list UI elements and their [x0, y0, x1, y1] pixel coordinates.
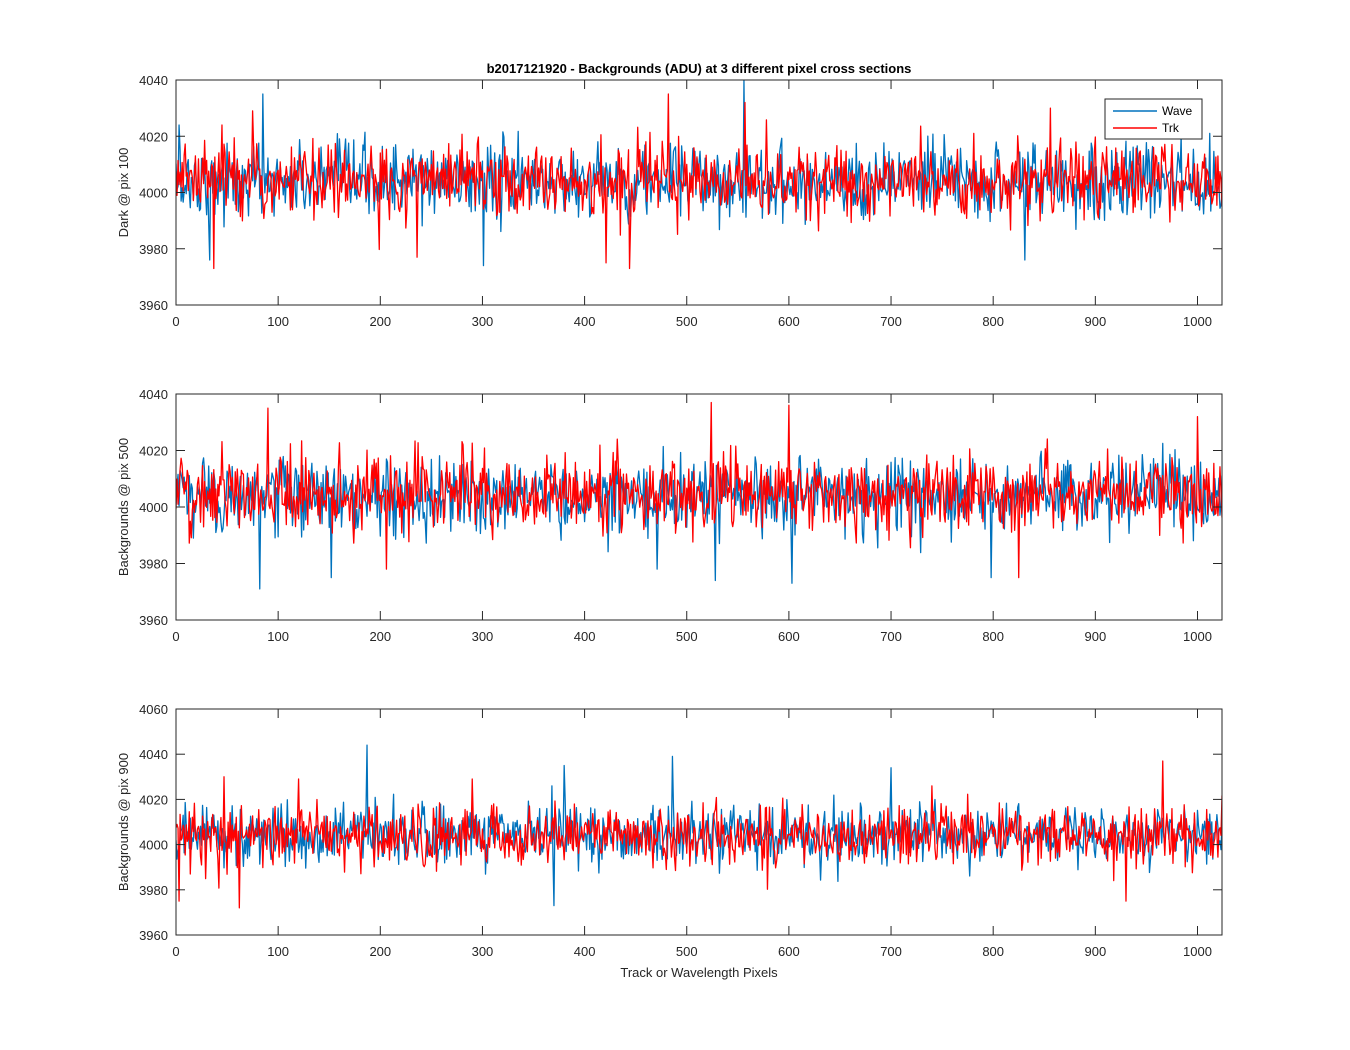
legend-box [1104, 98, 1203, 140]
x-tick-label: 1000 [1183, 944, 1212, 959]
x-tick-label: 200 [369, 314, 391, 329]
y-tick-label: 4000 [139, 186, 168, 201]
axes-box [175, 708, 1223, 936]
x-tick-label: 1000 [1183, 314, 1212, 329]
y-tick-label: 4040 [139, 387, 168, 402]
legend-label-trk: Trk [1162, 121, 1180, 135]
y-axis-label: Backgrounds @ pix 500 [116, 438, 131, 576]
x-tick-label: 400 [574, 944, 596, 959]
series-line-wave [176, 442, 1222, 590]
y-tick-label: 3980 [139, 242, 168, 257]
x-tick-label: 700 [880, 944, 902, 959]
y-axis-label: Dark @ pix 100 [116, 148, 131, 238]
y-tick-label: 4060 [139, 702, 168, 717]
x-tick-label: 100 [267, 944, 289, 959]
x-tick-label: 400 [574, 629, 596, 644]
x-tick-label: 900 [1084, 629, 1106, 644]
y-tick-label: 4040 [139, 73, 168, 88]
y-tick-label: 3960 [139, 613, 168, 628]
x-tick-label: 600 [778, 629, 800, 644]
y-tick-label: 3960 [139, 298, 168, 313]
y-tick-label: 4020 [139, 792, 168, 807]
y-tick-label: 3980 [139, 557, 168, 572]
y-tick-label: 3980 [139, 883, 168, 898]
series-line-trk [176, 760, 1222, 909]
legend: Wave Trk [1104, 98, 1203, 140]
x-tick-label: 300 [472, 314, 494, 329]
x-tick-label: 800 [982, 944, 1004, 959]
y-tick-label: 4040 [139, 747, 168, 762]
x-tick-label: 900 [1084, 944, 1106, 959]
y-tick-label: 4020 [139, 444, 168, 459]
x-tick-label: 1000 [1183, 629, 1212, 644]
y-tick-label: 4000 [139, 500, 168, 515]
x-tick-label: 700 [880, 314, 902, 329]
subplots: 0 100 200 300 400 500 600 700 800 900 100039603980… [116, 73, 1223, 959]
x-tick-label: 500 [676, 314, 698, 329]
x-tick-label: 900 [1084, 314, 1106, 329]
x-tick-label: 600 [778, 944, 800, 959]
x-tick-label: 100 [267, 629, 289, 644]
legend-label-wave: Wave [1162, 104, 1193, 118]
x-tick-label: 500 [676, 629, 698, 644]
subplot-3: 0 100 200 300 400 500 600 700 800 900 1000 3960 3980… [116, 702, 1223, 959]
x-tick-label: 0 [172, 944, 179, 959]
series-line-trk [176, 93, 1222, 270]
x-tick-label: 300 [472, 944, 494, 959]
x-axis-label: Track or Wavelength Pixels [620, 965, 778, 980]
x-tick-label: 200 [369, 944, 391, 959]
x-tick-label: 0 [172, 314, 179, 329]
series-line-wave [176, 744, 1222, 907]
y-tick-label: 4020 [139, 129, 168, 144]
x-tick-label: 800 [982, 629, 1004, 644]
x-tick-label: 100 [267, 314, 289, 329]
x-tick-label: 500 [676, 944, 698, 959]
subplot-1: 0 100 200 300 400 500 600 700 800 900 1000 3960 3980… [116, 73, 1223, 329]
x-tick-label: 300 [472, 629, 494, 644]
x-tick-label: 200 [369, 629, 391, 644]
x-tick-label: 800 [982, 314, 1004, 329]
figure-title: b2017121920 - Backgrounds (ADU) at 3 dif… [487, 61, 912, 76]
y-tick-label: 4000 [139, 838, 168, 853]
x-tick-label: 0 [172, 629, 179, 644]
series-line-trk [176, 401, 1222, 579]
subplot-2: 0 100 200 300 400 500 600 700 800 900 1000 3960 3980… [116, 387, 1223, 644]
x-tick-label: 400 [574, 314, 596, 329]
x-tick-label: 600 [778, 314, 800, 329]
y-tick-label: 3960 [139, 928, 168, 943]
y-axis-label: Backgrounds @ pix 900 [116, 753, 131, 891]
x-tick-label: 700 [880, 629, 902, 644]
